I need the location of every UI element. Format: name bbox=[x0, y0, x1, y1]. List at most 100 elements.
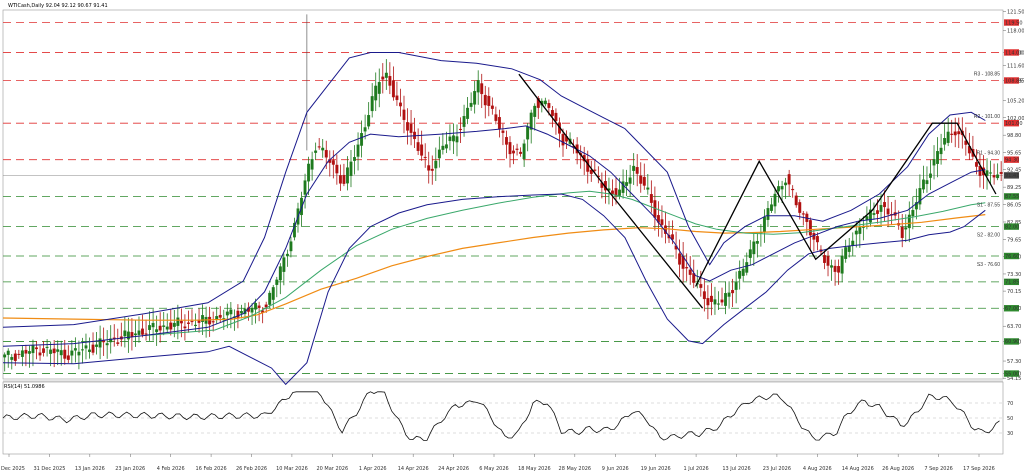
candle-body bbox=[550, 109, 554, 116]
candle-body bbox=[254, 303, 258, 310]
candle-body bbox=[374, 85, 378, 101]
candle-body bbox=[42, 348, 46, 353]
candle-body bbox=[77, 351, 81, 356]
candle-body bbox=[176, 317, 180, 326]
price-tick-label: 89.25 bbox=[1007, 185, 1021, 191]
bollinger-upper-line bbox=[2, 52, 986, 328]
candle-body bbox=[713, 299, 717, 305]
candle-body bbox=[914, 202, 918, 210]
candle-body bbox=[678, 253, 682, 265]
candle-body bbox=[342, 174, 346, 184]
candle-body bbox=[787, 174, 791, 185]
candle-body bbox=[632, 165, 636, 171]
candle-body bbox=[621, 181, 625, 193]
price-tag-label: 114.00 bbox=[1005, 50, 1023, 56]
x-tick-label: 1 Jul 2026 bbox=[684, 466, 709, 472]
price-tag-label: 87.55 bbox=[1005, 194, 1019, 200]
candle-body bbox=[70, 350, 74, 356]
candle-body bbox=[699, 284, 703, 288]
price-tick-label: 102.00 bbox=[1007, 116, 1024, 122]
candle-body bbox=[808, 220, 812, 236]
candle-body bbox=[724, 293, 727, 306]
candle-body bbox=[162, 325, 166, 327]
candle-body bbox=[20, 350, 24, 357]
candle-body bbox=[271, 287, 275, 300]
x-tick-label: 20 Mar 2026 bbox=[316, 466, 348, 472]
candle-body bbox=[427, 165, 431, 171]
candle-body bbox=[900, 226, 904, 239]
candle-body bbox=[56, 349, 60, 352]
candle-body bbox=[282, 257, 286, 272]
candle-body bbox=[519, 151, 523, 154]
candle-body bbox=[27, 351, 31, 354]
ma-green-line bbox=[144, 190, 986, 336]
candle-body bbox=[911, 209, 915, 217]
x-tick-label: 18 May 2026 bbox=[518, 466, 551, 472]
candle-body bbox=[406, 122, 409, 131]
candle-body bbox=[886, 208, 890, 215]
rsi-title: RSI(14) 51.0986 bbox=[4, 384, 45, 390]
candle-body bbox=[239, 311, 243, 314]
price-tag-box bbox=[1004, 278, 1019, 286]
price-tick-label: 63.70 bbox=[1007, 324, 1021, 330]
candle-body bbox=[854, 230, 858, 235]
price-tag-box bbox=[1004, 223, 1019, 230]
candle-body bbox=[780, 186, 784, 190]
rsi-tick-label: 30 bbox=[1007, 431, 1013, 437]
candle-body bbox=[155, 329, 159, 333]
candle-body bbox=[918, 188, 922, 205]
candle-body bbox=[777, 186, 781, 192]
candle-body bbox=[59, 350, 63, 356]
candle-body bbox=[883, 202, 887, 208]
candle-body bbox=[169, 322, 173, 330]
bollinger-middle-line bbox=[2, 125, 986, 347]
candle-body bbox=[522, 143, 526, 160]
candle-body bbox=[141, 328, 144, 335]
candle-body bbox=[501, 130, 505, 133]
level-label-2: R1 - 94.30 bbox=[977, 151, 1001, 157]
candle-body bbox=[391, 80, 395, 98]
price-tick-label: 82.85 bbox=[1007, 220, 1021, 226]
level-label-1: R2 - 101.00 bbox=[974, 114, 1000, 120]
candle-body bbox=[784, 182, 788, 186]
candle-body bbox=[335, 164, 339, 174]
price-tag-box bbox=[1004, 338, 1019, 345]
price-tag-box bbox=[1004, 370, 1019, 377]
price-tag-label: 82.00 bbox=[1005, 224, 1019, 230]
price-panel-frame bbox=[2, 9, 1004, 380]
candle-body bbox=[738, 270, 742, 279]
candle-body bbox=[932, 159, 936, 166]
price-tag-box bbox=[1004, 77, 1019, 84]
candle-body bbox=[766, 208, 770, 220]
candle-body bbox=[844, 247, 848, 259]
candle-body bbox=[974, 162, 978, 167]
level-label-3: S1 - 87.55 bbox=[977, 202, 1000, 208]
price-tick-label: 95.65 bbox=[1007, 150, 1021, 156]
candle-body bbox=[126, 331, 130, 340]
candle-body bbox=[929, 173, 932, 178]
candle-body bbox=[250, 307, 254, 313]
x-tick-label: 24 Apr 2026 bbox=[438, 466, 469, 472]
x-tick-label: 26 Feb 2026 bbox=[236, 466, 267, 472]
candle-body bbox=[946, 131, 950, 143]
candle-body bbox=[285, 253, 289, 257]
candle-body bbox=[98, 338, 102, 348]
candle-body bbox=[745, 262, 749, 273]
candle-body bbox=[183, 326, 187, 329]
candle-body bbox=[331, 160, 335, 165]
x-tick-label: 9 Jun 2026 bbox=[602, 466, 629, 472]
candle-body bbox=[727, 292, 731, 297]
price-tick-label: 57.30 bbox=[1007, 359, 1021, 365]
candle-body bbox=[151, 322, 155, 328]
candle-body bbox=[321, 147, 325, 151]
candle-body bbox=[642, 176, 646, 186]
candle-body bbox=[441, 145, 445, 150]
price-tick-label: 121.50 bbox=[1007, 10, 1024, 16]
candle-body bbox=[353, 157, 356, 161]
candle-body bbox=[423, 156, 427, 159]
candle-body bbox=[649, 194, 653, 203]
candle-body bbox=[826, 255, 830, 266]
candle-body bbox=[367, 114, 371, 127]
candle-body bbox=[349, 161, 353, 177]
